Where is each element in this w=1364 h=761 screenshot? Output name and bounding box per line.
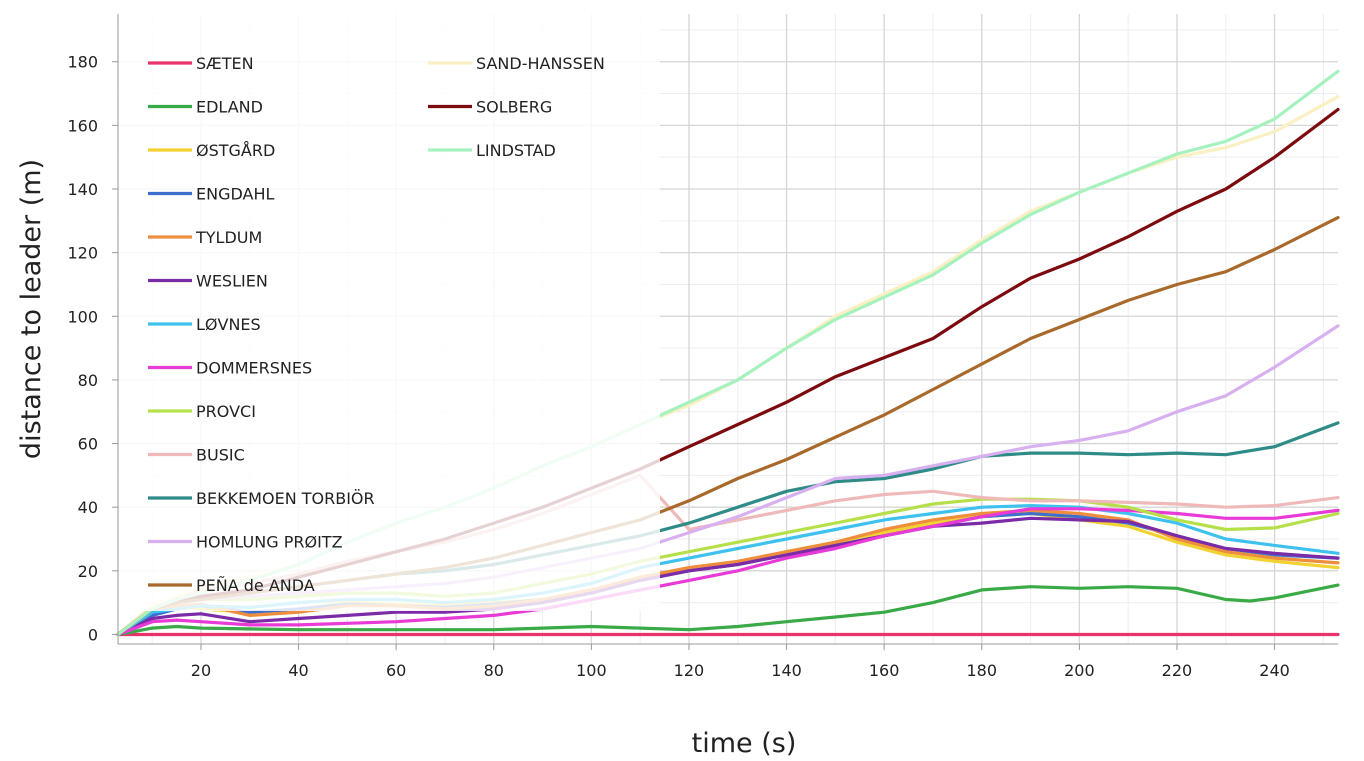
y-tick-label: 40 — [78, 498, 98, 517]
series-line-edland — [116, 583, 1340, 637]
series-line-tyldum — [116, 508, 1340, 637]
legend-label-provci: PROVCI — [196, 402, 256, 421]
legend-background — [118, 14, 660, 611]
x-tick-label: 140 — [771, 661, 802, 680]
y-tick-label: 80 — [78, 371, 98, 390]
y-tick-label: 60 — [78, 435, 98, 454]
y-tick-label: 180 — [67, 53, 98, 72]
x-tick-label: 40 — [288, 661, 308, 680]
legend-label-weslien: WESLIEN — [196, 272, 268, 291]
legend-label-pen-a-de-anda: PEÑA de ANDA — [196, 576, 315, 595]
series-line-dommersnes — [116, 507, 1340, 637]
legend-label-dommersnes: DOMMERSNES — [196, 359, 312, 378]
legend-label-bekkemoen-torbio-r: BEKKEMOEN TORBIÖR — [196, 489, 375, 508]
legend-label-s-ten: SÆTEN — [196, 54, 254, 73]
legend-label-busic: BUSIC — [196, 446, 245, 465]
legend-label-stga-rd: ØSTGÅRD — [196, 141, 275, 160]
legend-label-homlung-pr-itz: HOMLUNG PRØITZ — [196, 533, 343, 552]
x-tick-label: 20 — [191, 661, 211, 680]
legend-label-l-vnes: LØVNES — [196, 315, 261, 334]
legend-label-tyldum: TYLDUM — [195, 228, 262, 247]
y-axis-title: distance to leader (m) — [16, 159, 47, 459]
legend: SÆTEN EDLAND ØSTGÅRD ENGDAHL TYLDUM WESLIEN LØ… — [148, 54, 605, 595]
x-axis-title: time (s) — [692, 728, 797, 759]
x-tick-label: 120 — [674, 661, 705, 680]
x-tick-label: 160 — [869, 661, 900, 680]
legend-label-lindstad: LINDSTAD — [476, 141, 556, 160]
x-tick-label: 220 — [1162, 661, 1193, 680]
x-tick-label: 180 — [966, 661, 997, 680]
series-line-weslien — [116, 516, 1340, 637]
x-tick-label: 80 — [484, 661, 504, 680]
y-tick-label: 20 — [78, 562, 98, 581]
legend-label-engdahl: ENGDAHL — [196, 185, 274, 204]
x-tick-label: 100 — [576, 661, 607, 680]
legend-label-edland: EDLAND — [196, 98, 263, 117]
y-tick-label: 120 — [67, 244, 98, 263]
axes: 20 40 60 80 100 120 140 160 180 200 220 240 0 20 40 60 8… — [67, 14, 1338, 680]
y-tick-label: 100 — [67, 307, 98, 326]
y-tick-label: 140 — [67, 180, 98, 199]
y-tick-label: 160 — [67, 116, 98, 135]
x-tick-label: 60 — [386, 661, 406, 680]
legend-label-solberg: SOLBERG — [476, 98, 552, 117]
x-tick-label: 240 — [1259, 661, 1290, 680]
legend-label-sand-hanssen: SAND-HANSSEN — [476, 54, 605, 73]
y-tick-label: 0 — [88, 625, 98, 644]
x-tick-label: 200 — [1064, 661, 1095, 680]
